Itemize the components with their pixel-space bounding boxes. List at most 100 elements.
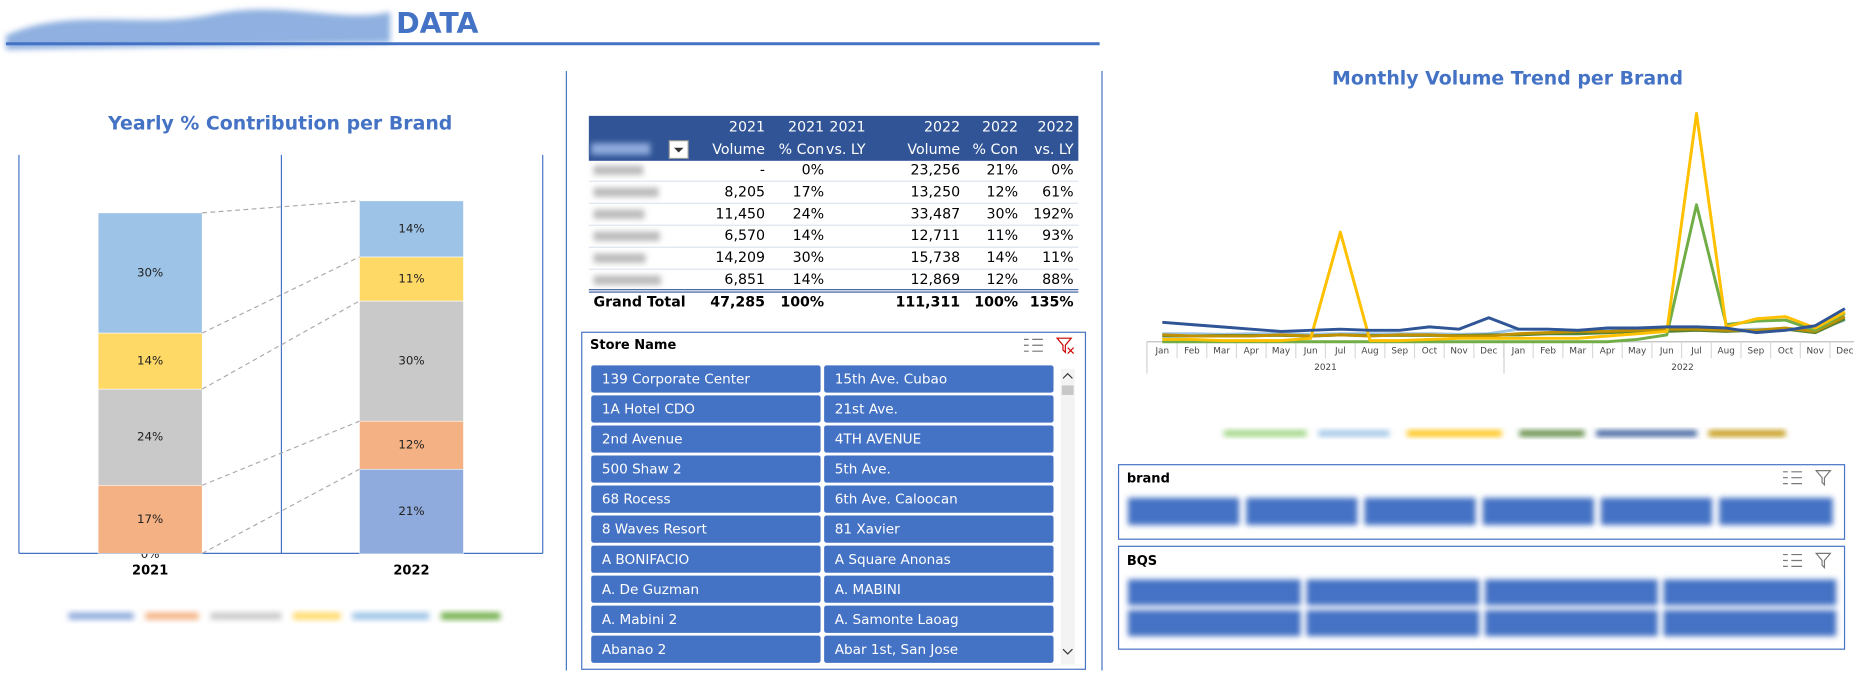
x-tick-label: Nov bbox=[1450, 347, 1467, 357]
slicer-title: Store Name bbox=[590, 338, 676, 353]
x-tick-label: Dec bbox=[1480, 347, 1497, 357]
bar-segment bbox=[97, 332, 203, 390]
scrollbar[interactable] bbox=[1060, 368, 1075, 665]
table-cell: 14% bbox=[793, 228, 824, 244]
x-tick-label: Mar bbox=[1213, 347, 1230, 357]
table-total: 100% bbox=[780, 295, 824, 311]
table-cell: 11% bbox=[987, 228, 1018, 244]
table-header: 2022 bbox=[982, 120, 1018, 136]
slicer-item[interactable] bbox=[824, 515, 1054, 543]
slicer-item[interactable] bbox=[591, 455, 821, 483]
legend-blurred bbox=[68, 612, 501, 620]
bar-segment bbox=[359, 256, 464, 302]
slicer-item-label[interactable]: A BONIFACIO bbox=[602, 552, 689, 568]
table-header: 2022 bbox=[1038, 120, 1074, 136]
x-tick-label: Jul bbox=[1334, 347, 1346, 357]
x-tick-label: 2022 bbox=[393, 564, 429, 579]
slicer-item-label[interactable]: 81 Xavier bbox=[835, 522, 900, 538]
slicer-item[interactable] bbox=[591, 545, 821, 573]
slicer-item-label[interactable]: A. De Guzman bbox=[602, 582, 699, 598]
table-header: vs. LY bbox=[826, 142, 866, 158]
x-tick-label: Aug bbox=[1718, 347, 1735, 357]
slicer-item-label[interactable]: 1A Hotel CDO bbox=[602, 402, 695, 418]
table-cell: 17% bbox=[793, 184, 824, 200]
chart-title: Yearly % Contribution per Brand bbox=[107, 113, 452, 135]
slicer-item[interactable] bbox=[824, 635, 1054, 663]
table-cell: 6,570 bbox=[724, 228, 765, 244]
table-cell: 12,711 bbox=[911, 228, 961, 244]
slicer-item[interactable] bbox=[824, 575, 1054, 603]
table-cell: 0% bbox=[802, 162, 824, 178]
table-total: 135% bbox=[1030, 295, 1074, 311]
slicer-item[interactable] bbox=[591, 365, 821, 393]
slicer-item[interactable] bbox=[591, 395, 821, 423]
slicer-item[interactable] bbox=[824, 365, 1054, 393]
slicer-item[interactable] bbox=[824, 485, 1054, 513]
slicer-item[interactable] bbox=[824, 425, 1054, 453]
banner bbox=[5, 9, 391, 50]
table-cell: 14% bbox=[793, 272, 824, 288]
data-label: 17% bbox=[137, 512, 163, 526]
slicer-buttons-blurred[interactable] bbox=[1128, 497, 1837, 637]
slicer-item-label[interactable]: 4TH AVENUE bbox=[835, 432, 921, 448]
slicer-item-label[interactable]: 2nd Avenue bbox=[602, 432, 683, 448]
table-total: 47,285 bbox=[710, 295, 765, 311]
slicer-item-label[interactable]: A. Samonte Laoag bbox=[835, 612, 959, 628]
slicer-item-label[interactable]: A. Mabini 2 bbox=[602, 612, 677, 628]
scroll-thumb[interactable] bbox=[1061, 385, 1074, 395]
slicer-item[interactable] bbox=[824, 395, 1054, 423]
table-cell: 30% bbox=[987, 206, 1018, 222]
slicer-item-label[interactable]: 68 Rocess bbox=[602, 492, 671, 508]
slicer-item-label[interactable]: 6th Ave. Caloocan bbox=[835, 492, 958, 508]
x-tick-label: Feb bbox=[1540, 347, 1556, 357]
table-header: % Con bbox=[779, 142, 825, 158]
brand-blurred bbox=[593, 187, 659, 197]
slicer-item[interactable] bbox=[591, 605, 821, 633]
slicer-item[interactable] bbox=[824, 455, 1054, 483]
bar-segment bbox=[359, 200, 464, 258]
slicer-item-label[interactable]: A Square Anonas bbox=[835, 552, 951, 568]
slicer-item-label[interactable]: A. MABINI bbox=[835, 582, 901, 598]
slicer-item[interactable] bbox=[824, 605, 1054, 633]
slicer-item-label[interactable]: 21st Ave. bbox=[835, 402, 898, 418]
slicer-item-label[interactable]: 8 Waves Resort bbox=[602, 522, 707, 538]
slicer-item[interactable] bbox=[824, 545, 1054, 573]
table-header: Volume bbox=[907, 142, 960, 158]
filter-arrow bbox=[673, 147, 684, 153]
table-cell: 8,205 bbox=[724, 184, 765, 200]
x-tick-label: Jan bbox=[1154, 347, 1169, 357]
x-tick-label: Apr bbox=[1244, 347, 1260, 357]
table-cell: 12,869 bbox=[911, 272, 961, 288]
slicer-item-label[interactable]: 139 Corporate Center bbox=[602, 372, 751, 388]
brand-blurred bbox=[593, 165, 644, 176]
x-tick-label: Mar bbox=[1569, 347, 1586, 357]
x-tick-label: Feb bbox=[1184, 347, 1200, 357]
table-cell: 24% bbox=[793, 206, 824, 222]
bar-segment bbox=[97, 484, 203, 554]
slicer-item-label[interactable]: Abar 1st, San Jose bbox=[835, 642, 958, 658]
x-tick-label: Jul bbox=[1690, 347, 1702, 357]
scroll-arrows[interactable] bbox=[1062, 372, 1073, 655]
slicer-item[interactable] bbox=[591, 635, 821, 663]
x-tick-label: Dec bbox=[1836, 347, 1853, 357]
table-header: 2022 bbox=[924, 120, 960, 136]
slicer-item[interactable] bbox=[591, 575, 821, 603]
table-header: % Con bbox=[973, 142, 1019, 158]
slicer-item-label[interactable]: 500 Shaw 2 bbox=[602, 462, 682, 478]
data-label: 12% bbox=[398, 438, 424, 452]
slicer-item[interactable] bbox=[591, 485, 821, 513]
data-label: 24% bbox=[137, 430, 163, 444]
connector bbox=[201, 256, 360, 334]
slicer-item-label[interactable]: 15th Ave. Cubao bbox=[835, 372, 947, 388]
x-tick-label: Jan bbox=[1511, 347, 1526, 357]
slicer-item[interactable] bbox=[591, 425, 821, 453]
group-label: 2022 bbox=[1671, 363, 1694, 373]
slicer-item[interactable] bbox=[591, 515, 821, 543]
x-tick-label: Sep bbox=[1748, 347, 1765, 357]
slicer-item-label[interactable]: Abanao 2 bbox=[602, 642, 666, 658]
x-tick-label: Sep bbox=[1391, 347, 1408, 357]
bar-segment bbox=[359, 420, 464, 470]
slicer-item-label[interactable]: 5th Ave. bbox=[835, 462, 891, 478]
data-label: 11% bbox=[398, 271, 424, 285]
panel-lines bbox=[18, 154, 544, 554]
